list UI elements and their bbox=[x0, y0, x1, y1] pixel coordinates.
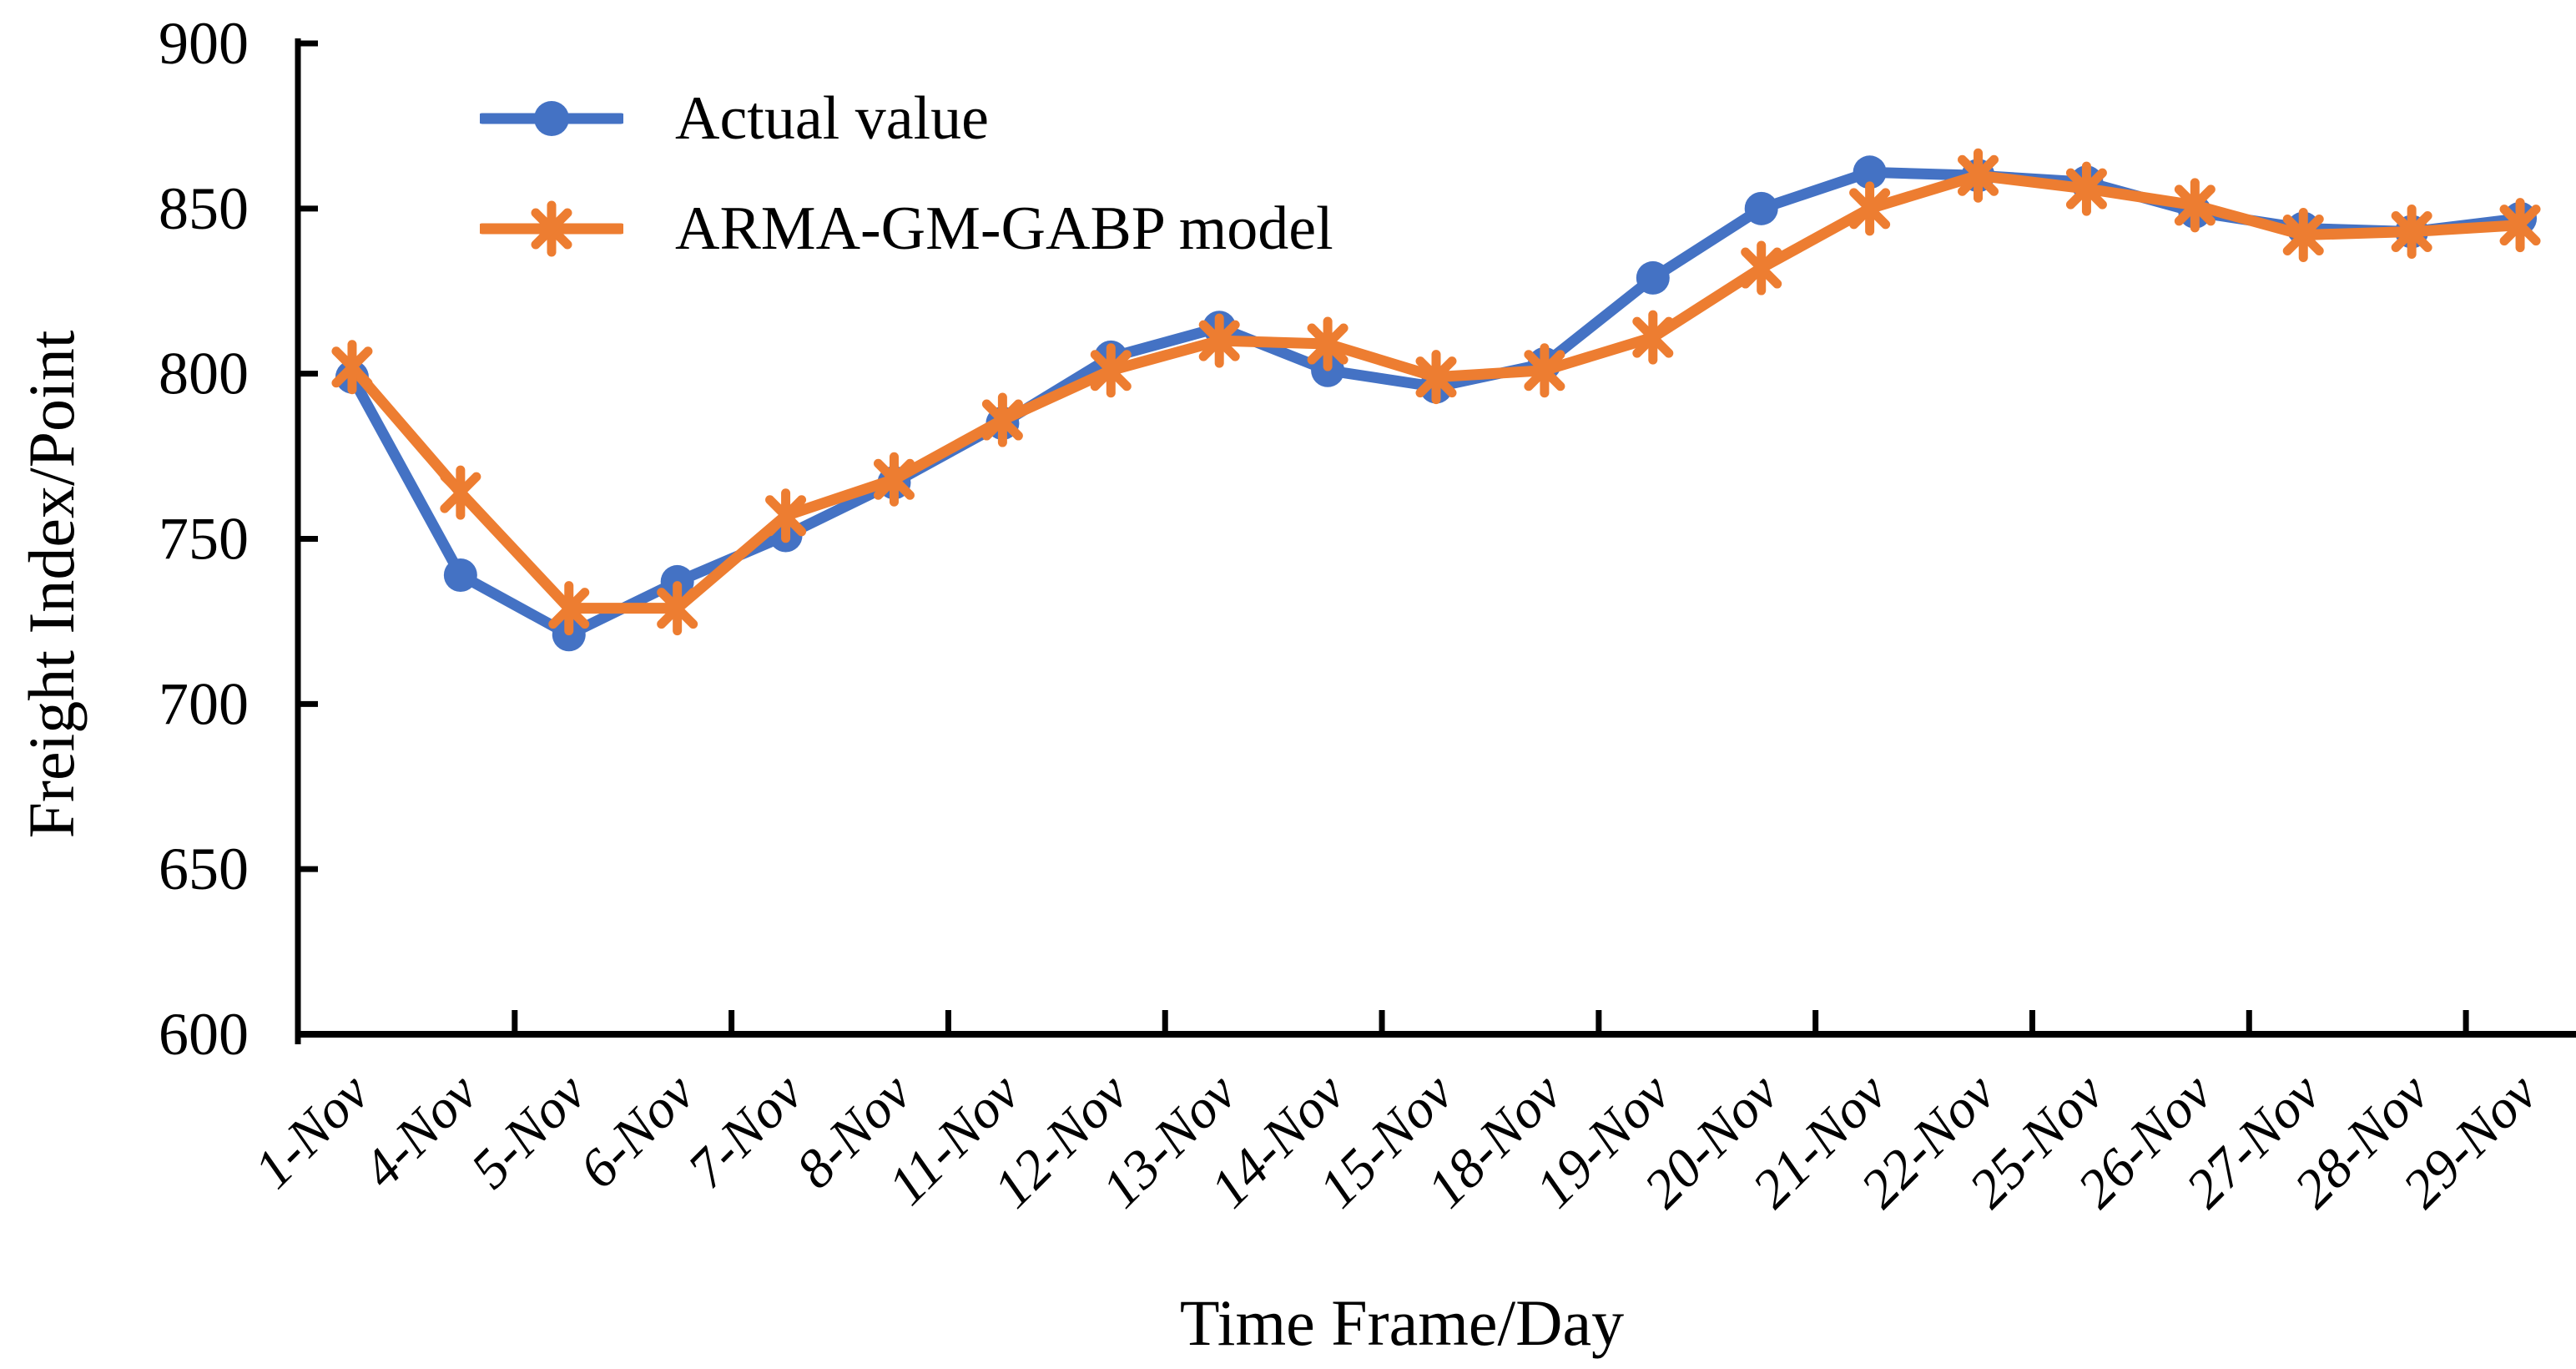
x-category-label: 1-Nov bbox=[243, 1061, 381, 1200]
data-point-asterisk bbox=[2499, 198, 2541, 253]
data-point-circle bbox=[443, 558, 477, 593]
data-point-asterisk bbox=[548, 581, 590, 636]
x-axis-title: Time Frame/Day bbox=[1179, 1286, 1625, 1359]
y-tick-label: 850 bbox=[159, 175, 249, 242]
y-tick-label: 700 bbox=[159, 670, 249, 737]
y-tick-label: 800 bbox=[159, 341, 249, 407]
data-point-asterisk bbox=[1524, 343, 1565, 398]
legend-item-model: ARMA-GM-GABP model bbox=[480, 191, 1333, 266]
data-point-asterisk bbox=[1958, 148, 1999, 203]
data-point-circle bbox=[1636, 260, 1670, 295]
data-point-asterisk bbox=[765, 488, 807, 543]
data-point-asterisk bbox=[1198, 313, 1240, 368]
y-tick-label: 750 bbox=[159, 506, 249, 573]
data-point-asterisk bbox=[331, 340, 373, 395]
data-point-asterisk bbox=[2065, 161, 2107, 216]
data-point-asterisk bbox=[1632, 310, 1674, 365]
x-category-label: 5-Nov bbox=[460, 1061, 598, 1200]
y-tick-label: 900 bbox=[159, 10, 249, 77]
legend-label-actual-value: Actual value bbox=[675, 84, 989, 153]
chart-legend: Actual value ARMA-GM-GABP model bbox=[480, 81, 1333, 266]
legend-label-model: ARMA-GM-GABP model bbox=[675, 194, 1333, 263]
data-point-asterisk bbox=[1415, 350, 1457, 405]
x-category-label: 7-Nov bbox=[677, 1061, 815, 1200]
data-point-asterisk bbox=[657, 581, 698, 636]
legend-item-actual-value: Actual value bbox=[480, 81, 1333, 156]
data-point-asterisk bbox=[2391, 205, 2432, 260]
data-point-asterisk bbox=[2174, 178, 2216, 233]
asterisk-icon bbox=[480, 200, 623, 257]
y-tick-label: 650 bbox=[159, 836, 249, 902]
data-point-asterisk bbox=[1741, 240, 1782, 296]
data-point-circle bbox=[1853, 155, 1887, 189]
data-point-asterisk bbox=[1849, 181, 1891, 236]
data-point-asterisk bbox=[2282, 207, 2324, 262]
x-category-label: 6-Nov bbox=[568, 1061, 707, 1200]
data-point-asterisk bbox=[1090, 343, 1132, 398]
data-point-circle bbox=[1744, 191, 1778, 225]
data-point-asterisk bbox=[981, 392, 1023, 447]
data-point-asterisk bbox=[440, 465, 481, 520]
data-point-asterisk bbox=[1307, 316, 1348, 371]
y-tick-label: 600 bbox=[159, 1001, 249, 1068]
data-point-asterisk bbox=[873, 452, 915, 507]
x-category-label: 4-Nov bbox=[351, 1061, 490, 1200]
circle-icon bbox=[480, 101, 623, 136]
y-axis-title: Freight Index/Point bbox=[15, 330, 88, 839]
